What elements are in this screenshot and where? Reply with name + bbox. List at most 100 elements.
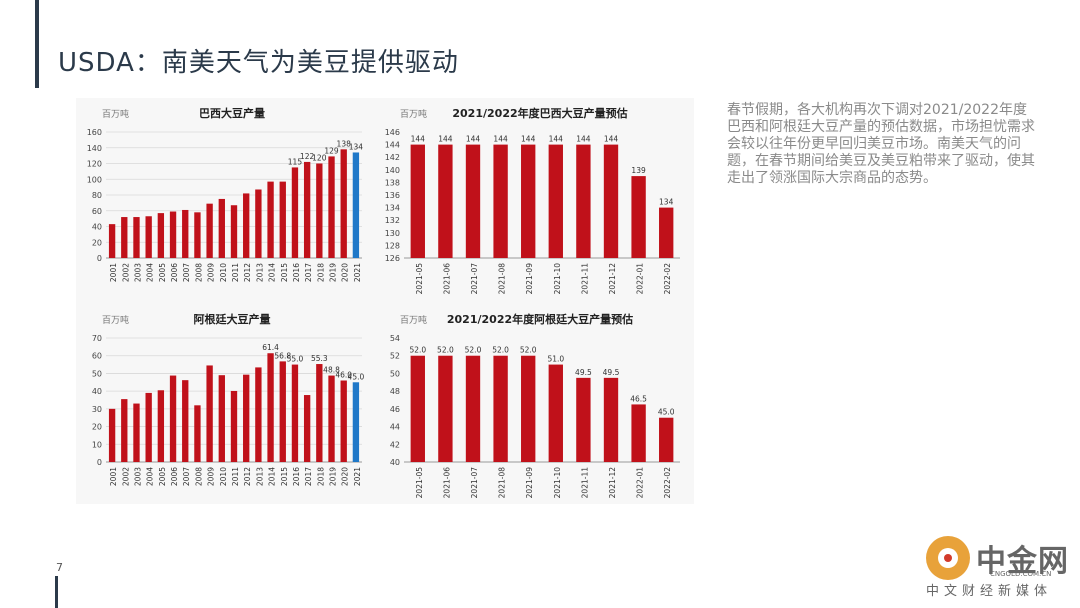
bar	[303, 161, 311, 258]
y-tick-label: 140	[87, 144, 102, 153]
bar	[206, 365, 213, 462]
x-tick-label: 2013	[255, 467, 264, 486]
x-tick-label: 2022-02	[663, 263, 672, 295]
y-tick-label: 46	[390, 405, 400, 414]
x-tick-label: 2009	[207, 263, 216, 282]
y-tick-label: 128	[385, 241, 400, 250]
bar	[182, 380, 189, 462]
y-tick-label: 20	[92, 423, 102, 432]
data-label: 129	[324, 146, 339, 155]
bar	[157, 213, 165, 258]
chart-title: 2021/2022年度巴西大豆产量预估	[452, 106, 627, 120]
data-label: 49.5	[603, 368, 620, 377]
data-label: 51.0	[547, 355, 564, 364]
x-tick-label: 2021-07	[470, 467, 479, 499]
bar	[340, 380, 347, 462]
x-tick-label: 2008	[194, 467, 203, 486]
data-label: 144	[549, 135, 564, 144]
bar	[108, 224, 116, 258]
data-label: 144	[466, 135, 481, 144]
title-accent-bar	[35, 0, 39, 88]
bar	[279, 181, 286, 258]
argentina-forecast-chart: 2021/2022年度阿根廷大豆产量预估 百万吨 40 42 44 46 48 50 52 54 5…	[376, 306, 688, 502]
bar	[267, 181, 274, 258]
bar	[659, 417, 674, 462]
commentary-text: 春节假期，各大机构再次下调对2021/2022年度巴西和阿根廷大豆产量的预估数据…	[727, 102, 1035, 186]
bar	[145, 216, 152, 258]
y-tick-label: 20	[92, 238, 102, 247]
bar	[194, 212, 201, 258]
x-tick-label: 2022-02	[663, 467, 672, 499]
bar	[631, 176, 646, 258]
x-tick-label: 2021	[353, 263, 362, 282]
bar	[465, 355, 481, 462]
x-tick-label: 2012	[243, 263, 252, 282]
bar	[218, 375, 225, 462]
x-tick-label: 2021-09	[525, 263, 534, 295]
y-tick-label: 0	[97, 254, 102, 263]
x-tick-label: 2022-01	[636, 467, 645, 499]
bar	[548, 364, 563, 462]
data-label: 144	[604, 135, 619, 144]
x-tick-label: 2021-07	[470, 263, 479, 295]
bar	[182, 209, 189, 258]
footer-accent-bar	[55, 576, 58, 608]
bar	[157, 390, 165, 462]
y-tick-label: 120	[87, 160, 102, 169]
bar	[243, 374, 250, 462]
data-label: 55.0	[287, 355, 304, 364]
data-label: 46.0	[335, 371, 352, 380]
x-tick-label: 2012	[243, 467, 252, 486]
bar	[255, 367, 262, 462]
data-label: 120	[312, 154, 327, 163]
x-tick-label: 2021-12	[608, 467, 617, 499]
bar	[243, 193, 250, 258]
bar	[169, 375, 177, 462]
x-tick-label: 2016	[292, 467, 301, 486]
chart-svg: 2021/2022年度阿根廷大豆产量预估 百万吨 40 42 44 46 48 50 52 54 5…	[390, 312, 680, 499]
x-tick-label: 2003	[133, 467, 142, 486]
y-tick-label: 40	[92, 387, 102, 396]
bar	[291, 364, 299, 462]
x-tick-label: 2022-01	[636, 263, 645, 295]
chart-title: 阿根廷大豆产量	[194, 312, 271, 326]
bar	[521, 355, 536, 462]
data-label: 52.0	[520, 346, 537, 355]
data-label: 144	[493, 135, 508, 144]
bar	[631, 404, 646, 462]
x-tick-label: 2020	[341, 467, 350, 486]
data-label: 46.5	[630, 394, 647, 403]
bar	[438, 144, 453, 258]
x-tick-label: 2018	[316, 467, 325, 486]
unit-label: 百万吨	[400, 108, 427, 120]
y-tick-label: 142	[385, 153, 400, 162]
bar	[316, 163, 323, 258]
data-label: 122	[300, 152, 315, 161]
page-number: 7	[56, 561, 63, 574]
y-tick-label: 40	[390, 458, 400, 467]
data-label: 55.3	[311, 354, 328, 363]
x-tick-label: 2005	[158, 467, 167, 486]
data-label: 134	[349, 142, 364, 151]
x-tick-label: 2004	[146, 467, 155, 486]
data-label: 52.0	[492, 346, 509, 355]
y-tick-label: 60	[92, 207, 102, 216]
x-tick-label: 2021-06	[442, 467, 451, 499]
y-tick-label: 134	[385, 204, 400, 213]
bar	[438, 355, 453, 462]
data-label: 144	[411, 135, 426, 144]
x-tick-label: 2021-05	[415, 263, 424, 295]
bar	[121, 399, 128, 462]
x-tick-label: 2021-12	[608, 263, 617, 295]
bar	[465, 144, 481, 258]
bar	[121, 217, 128, 258]
bar	[303, 395, 311, 462]
x-tick-label: 2004	[146, 263, 155, 282]
y-tick-label: 144	[385, 141, 400, 150]
bar	[576, 377, 591, 462]
x-tick-label: 2015	[280, 467, 289, 486]
bar	[352, 382, 360, 462]
y-tick-label: 100	[87, 175, 102, 184]
bar	[279, 361, 286, 462]
bar	[603, 144, 619, 258]
